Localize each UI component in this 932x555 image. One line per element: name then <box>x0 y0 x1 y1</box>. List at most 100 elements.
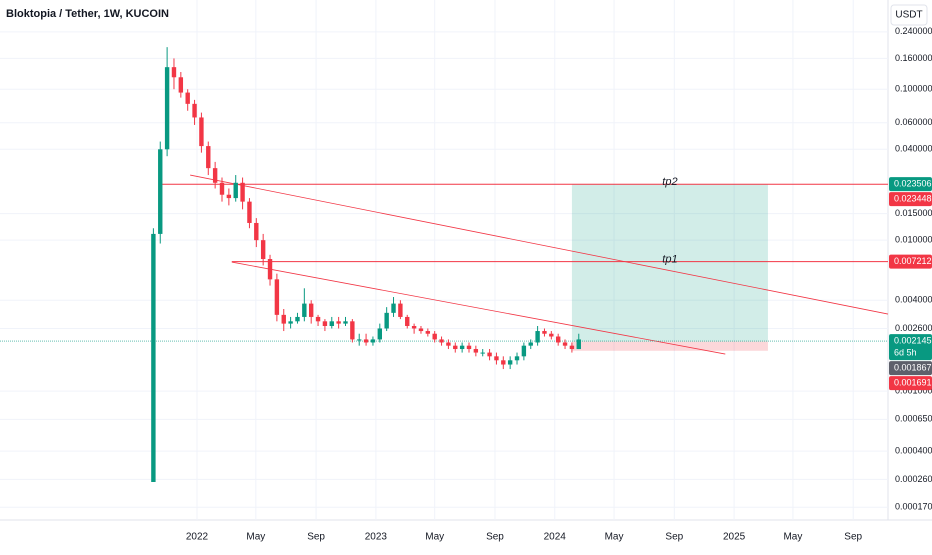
y-tick-label: 0.000400 <box>895 446 932 456</box>
candle-body <box>411 325 417 329</box>
candle-body <box>288 321 293 324</box>
x-tick-label: Sep <box>665 532 683 543</box>
loss-zone <box>571 341 768 351</box>
candle-body <box>308 303 314 317</box>
price-badge-label: 0.023506 <box>894 179 932 189</box>
trend-line <box>231 261 726 355</box>
x-tick-label: May <box>425 532 444 543</box>
y-tick-label: 0.004000 <box>895 295 932 305</box>
candle-body <box>473 349 479 353</box>
candle-body <box>363 339 369 343</box>
candle-body <box>507 360 513 365</box>
level-label: tp2 <box>662 176 677 188</box>
y-tick-label: 0.160000 <box>895 53 932 63</box>
candle-body <box>453 345 458 350</box>
candle-body <box>466 345 472 350</box>
candle-body <box>336 321 341 324</box>
candle-body <box>432 333 437 340</box>
candle-body <box>562 342 568 346</box>
y-tick-label: 0.002600 <box>895 323 932 333</box>
candle-body <box>569 345 575 350</box>
candle-body <box>322 321 328 326</box>
candle-body <box>254 222 259 241</box>
candle-body <box>274 279 280 315</box>
candle-body <box>343 321 348 324</box>
candle-body <box>164 67 170 150</box>
x-tick-label: May <box>783 532 802 543</box>
candle-body <box>405 316 410 326</box>
y-tick-label: 0.240000 <box>895 26 932 36</box>
candle-body <box>267 259 273 280</box>
candle-body <box>535 331 540 343</box>
candle-body <box>185 92 190 104</box>
price-badge-label: 0.023448 <box>894 194 932 204</box>
candle-body <box>425 331 431 334</box>
candle-body <box>480 352 485 354</box>
candle-body <box>576 339 581 350</box>
profit-zone <box>571 184 768 342</box>
currency-label[interactable]: USDT <box>895 10 922 21</box>
price-badge-label: 0.002145 <box>894 335 932 345</box>
x-tick-label: 2023 <box>365 532 388 543</box>
candle-body <box>446 342 451 346</box>
plot: tp2 tp1 <box>0 47 889 482</box>
x-tick-label: Sep <box>307 532 325 543</box>
y-tick-label: 0.100000 <box>895 84 932 94</box>
y-tick-label: 0.060000 <box>895 117 932 127</box>
countdown: 6d 5h <box>894 347 917 357</box>
candle-body <box>158 149 163 234</box>
candle-body <box>192 103 197 118</box>
y-tick-label: 0.001000 <box>895 385 932 395</box>
candle-body <box>171 67 177 78</box>
candle-body <box>487 352 492 357</box>
candle-body <box>514 356 520 361</box>
trend-line <box>190 174 889 315</box>
price-badge <box>889 334 932 361</box>
candle-body <box>260 240 266 260</box>
candle-body <box>315 316 321 322</box>
y-tick-label: 0.000260 <box>895 474 932 484</box>
y-tick-label: 0.000650 <box>895 414 932 424</box>
chart-title: Bloktopia / Tether, 1W, KUCOIN <box>6 8 169 20</box>
currency-button[interactable] <box>890 4 928 26</box>
x-tick-label: 2024 <box>544 532 567 543</box>
candle-body <box>226 194 232 199</box>
y-tick-label: 0.000170 <box>895 502 932 512</box>
candle-body <box>494 356 499 361</box>
candle-body <box>384 312 389 329</box>
price-badge <box>889 192 932 207</box>
candle-body <box>377 328 383 340</box>
price-badge <box>889 361 932 376</box>
candle-body <box>555 336 561 343</box>
x-tick-label: Sep <box>844 532 862 543</box>
candle-body <box>206 146 211 169</box>
y-tick-label: 0.040000 <box>895 144 932 154</box>
candle-body <box>219 182 225 195</box>
candle-body <box>199 117 204 147</box>
candle-body <box>281 314 286 324</box>
price-badge <box>889 376 932 391</box>
candle-body <box>549 333 554 337</box>
price-badge <box>889 177 932 192</box>
candle-body <box>233 182 238 199</box>
candle-body <box>151 233 156 482</box>
x-tick-label: 2025 <box>723 532 746 543</box>
candle-body <box>418 328 424 332</box>
grid <box>0 0 888 520</box>
candle-body <box>302 303 307 317</box>
axes: 0.240000 0.160000 0.100000 0.060000 0.040000… <box>186 26 932 543</box>
price-badge-label: 0.007212 <box>894 256 932 266</box>
candle-body <box>247 201 252 223</box>
x-tick-label: May <box>605 532 624 543</box>
price-badge-label: 0.001691 <box>894 377 932 387</box>
candle-body <box>459 345 465 350</box>
candle-body <box>542 331 547 334</box>
x-tick-label: May <box>246 532 265 543</box>
candle-body <box>501 360 506 365</box>
candle-body <box>357 339 362 341</box>
candle-body <box>439 339 444 343</box>
candle-body <box>528 342 533 346</box>
candle-body <box>370 339 376 343</box>
